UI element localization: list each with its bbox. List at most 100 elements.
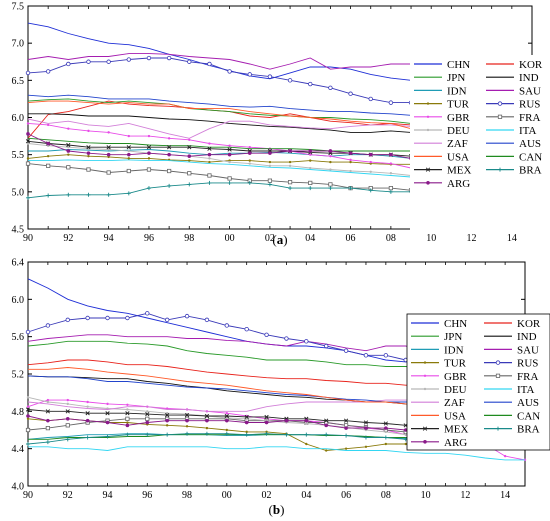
legend-label-ind: IND <box>517 331 537 343</box>
y-tick-label: 5.0 <box>12 187 25 198</box>
y-tick-label: 7.0 <box>12 39 25 50</box>
legend-marker-arg <box>426 181 430 185</box>
data-point-gbr <box>26 122 30 125</box>
data-point-arg <box>46 141 50 146</box>
data-point-mex <box>66 142 71 148</box>
legend-item-zaf: ZAF <box>414 138 468 150</box>
data-point-tur <box>46 154 50 158</box>
data-point-tur <box>127 157 130 160</box>
legend-item-kor: KOR <box>484 318 541 330</box>
data-point-rus <box>66 61 71 67</box>
data-point-gbr <box>389 162 393 165</box>
x-tick-label: 10 <box>426 233 436 244</box>
data-point-rus <box>284 336 289 341</box>
legend-label-arg: ARG <box>444 437 467 449</box>
data-point-deu <box>26 142 30 145</box>
x-tick-label: 96 <box>142 490 152 501</box>
data-point-deu <box>146 410 149 413</box>
x-tick-label: 06 <box>341 490 351 501</box>
data-point-fra <box>145 416 150 421</box>
data-point-gbr <box>188 138 191 141</box>
legend-label-zaf: ZAF <box>444 397 465 409</box>
legend-marker-rus <box>495 360 501 365</box>
data-point-deu <box>225 416 228 420</box>
data-point-deu <box>305 422 308 425</box>
legend-item-idn: IDN <box>411 344 464 356</box>
data-point-rus <box>267 74 273 79</box>
data-point-deu <box>389 172 393 175</box>
legend-label-bra: BRA <box>517 424 540 436</box>
data-point-arg <box>227 152 232 157</box>
data-point-arg <box>308 149 313 153</box>
data-point-bra <box>86 192 91 197</box>
data-point-bra <box>187 182 192 187</box>
data-point-arg <box>348 151 353 155</box>
data-point-deu <box>248 162 251 165</box>
data-point-gbr <box>66 398 69 402</box>
legend-marker-rus <box>497 101 503 106</box>
data-point-arg <box>106 152 111 157</box>
data-point-mex <box>343 418 349 423</box>
panel-caption: (a) <box>272 232 287 247</box>
data-point-mex <box>25 407 31 412</box>
data-point-fra <box>167 168 172 174</box>
data-point-gbr <box>26 405 30 408</box>
data-point-deu <box>245 417 248 420</box>
data-point-gbr <box>309 153 312 156</box>
legend-item-tur: TUR <box>411 358 467 370</box>
data-point-rus <box>146 55 152 61</box>
x-tick-label: 96 <box>144 233 154 244</box>
data-point-bra <box>304 432 309 437</box>
data-point-mex <box>85 411 90 416</box>
data-point-mex <box>45 409 50 414</box>
x-tick-label: 08 <box>386 233 396 244</box>
legend-label-fra: FRA <box>519 112 540 124</box>
data-point-gbr <box>67 127 70 130</box>
data-point-rus <box>164 317 170 323</box>
data-point-fra <box>187 171 192 176</box>
data-point-gbr <box>86 400 89 404</box>
x-tick-label: 92 <box>63 233 73 244</box>
data-point-bra <box>288 186 293 191</box>
data-point-bra <box>165 432 170 437</box>
y-tick-label: 6.0 <box>12 113 25 124</box>
x-tick-label: 94 <box>104 233 114 244</box>
data-point-tur <box>87 154 90 158</box>
data-point-rus <box>25 70 31 76</box>
legend-marker-tur <box>426 102 430 105</box>
data-point-arg <box>207 152 212 157</box>
legend-item-idn: IDN <box>414 85 467 97</box>
data-point-fra <box>328 182 333 187</box>
data-point-arg <box>66 149 71 153</box>
x-tick-label: 00 <box>222 490 232 501</box>
data-point-gbr <box>126 403 129 406</box>
data-point-tur <box>248 159 251 162</box>
data-point-tur <box>26 157 30 160</box>
data-point-rus <box>247 72 252 77</box>
legend-label-kor: KOR <box>517 318 541 330</box>
data-point-bra <box>65 437 70 442</box>
legend-item-sau: SAU <box>486 85 541 97</box>
data-point-deu <box>349 169 352 173</box>
data-point-tur <box>126 421 129 424</box>
data-point-rus <box>187 59 192 64</box>
data-point-tur <box>305 442 308 446</box>
legend-item-jpn: JPN <box>411 331 462 343</box>
data-point-bra <box>26 195 30 200</box>
data-point-bra <box>125 432 130 437</box>
legend-label-gbr: GBR <box>447 112 470 124</box>
data-point-gbr <box>248 146 251 149</box>
data-point-rus <box>184 313 190 319</box>
data-point-rus <box>264 332 269 337</box>
data-point-deu <box>107 148 110 151</box>
data-point-deu <box>329 168 332 171</box>
data-point-gbr <box>127 134 130 138</box>
x-tick-label: 98 <box>182 490 192 501</box>
data-point-fra <box>66 165 71 170</box>
legend-item-bra: BRA <box>484 424 540 436</box>
data-point-bra <box>145 432 150 437</box>
legend-item-can: CAN <box>486 151 542 163</box>
data-point-arg <box>364 426 368 430</box>
legend-item-arg: ARG <box>414 178 470 190</box>
data-point-arg <box>328 149 333 153</box>
